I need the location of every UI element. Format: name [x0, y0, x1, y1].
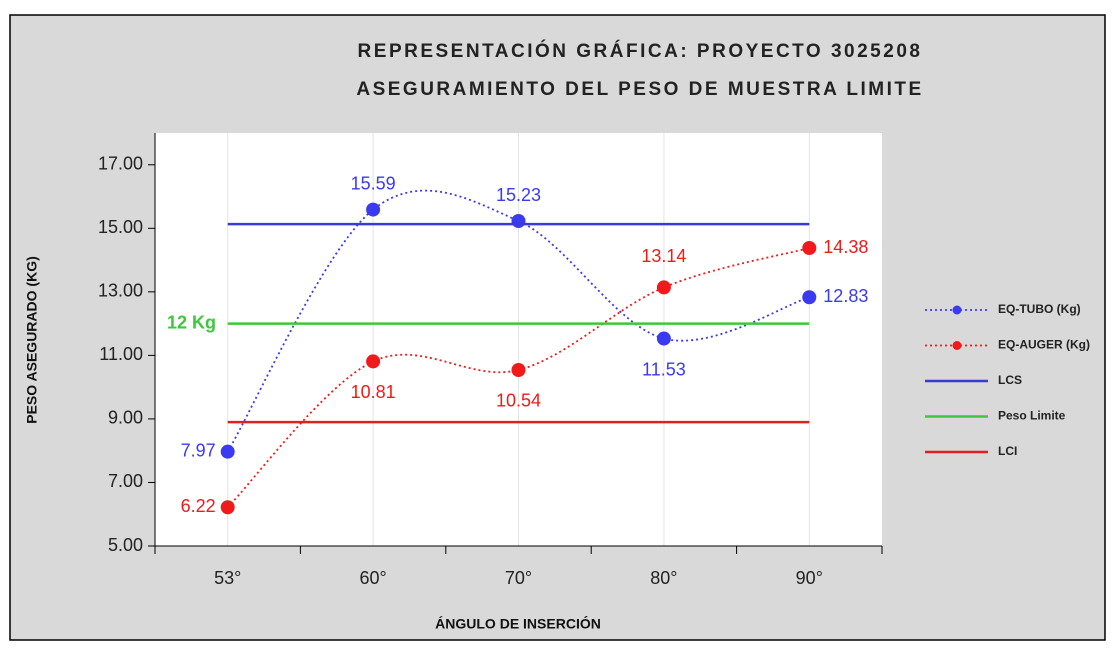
data-label: 10.81 — [351, 382, 396, 402]
data-label: 6.22 — [181, 496, 216, 516]
data-point — [220, 444, 235, 459]
chart-title: REPRESENTACIÓN GRÁFICA: PROYECTO 3025208 — [358, 40, 923, 62]
x-tick-label: 60° — [359, 568, 386, 588]
x-axis-title: ÁNGULO DE INSERCIÓN — [435, 615, 601, 632]
data-point — [511, 214, 526, 229]
data-point — [802, 290, 817, 305]
legend-label: EQ-TUBO (Kg) — [998, 302, 1081, 316]
data-point — [656, 331, 671, 346]
x-tick-label: 90° — [796, 568, 823, 588]
data-point — [656, 280, 671, 295]
data-point — [366, 202, 381, 217]
x-tick-label: 53° — [214, 568, 241, 588]
grid — [227, 133, 810, 546]
data-label: 7.97 — [181, 440, 216, 460]
y-tick-label: 17.00 — [98, 154, 143, 174]
chart-subtitle: ASEGURAMIENTO DEL PESO DE MUESTRA LIMITE — [356, 79, 923, 100]
y-tick-label: 9.00 — [108, 408, 143, 428]
data-point — [802, 241, 817, 256]
data-label: 10.54 — [496, 391, 541, 411]
data-label: 13.14 — [641, 246, 686, 266]
marks — [220, 189, 817, 515]
data-point — [220, 500, 235, 515]
y-tick-label: 15.00 — [98, 217, 143, 237]
data-label: 14.38 — [823, 237, 868, 257]
x-tick-label: 70° — [505, 568, 532, 588]
y-tick-label: 5.00 — [108, 535, 143, 555]
legend-marker — [952, 305, 962, 315]
y-tick-label: 11.00 — [99, 344, 143, 364]
data-label: 12.83 — [823, 286, 868, 306]
data-label: 11.53 — [642, 359, 686, 379]
legend-label: Peso Limite — [998, 409, 1066, 423]
data-label: 15.23 — [496, 185, 541, 205]
legend-marker — [952, 341, 962, 350]
data-point — [366, 354, 381, 369]
y-tick-label: 13.00 — [98, 281, 143, 301]
legend-label: EQ-AUGER (Kg) — [998, 338, 1090, 352]
y-axis-title: PESO ASEGURADO (KG) — [24, 256, 40, 424]
data-label: 15.59 — [351, 173, 396, 193]
series-line — [226, 189, 810, 453]
data-point — [511, 362, 526, 377]
annotation: 12 Kg — [167, 312, 216, 332]
legend-label: LCI — [998, 444, 1017, 458]
x-tick-label: 80° — [650, 568, 677, 588]
y-tick-label: 7.00 — [108, 471, 143, 491]
legend-label: LCS — [998, 373, 1022, 387]
